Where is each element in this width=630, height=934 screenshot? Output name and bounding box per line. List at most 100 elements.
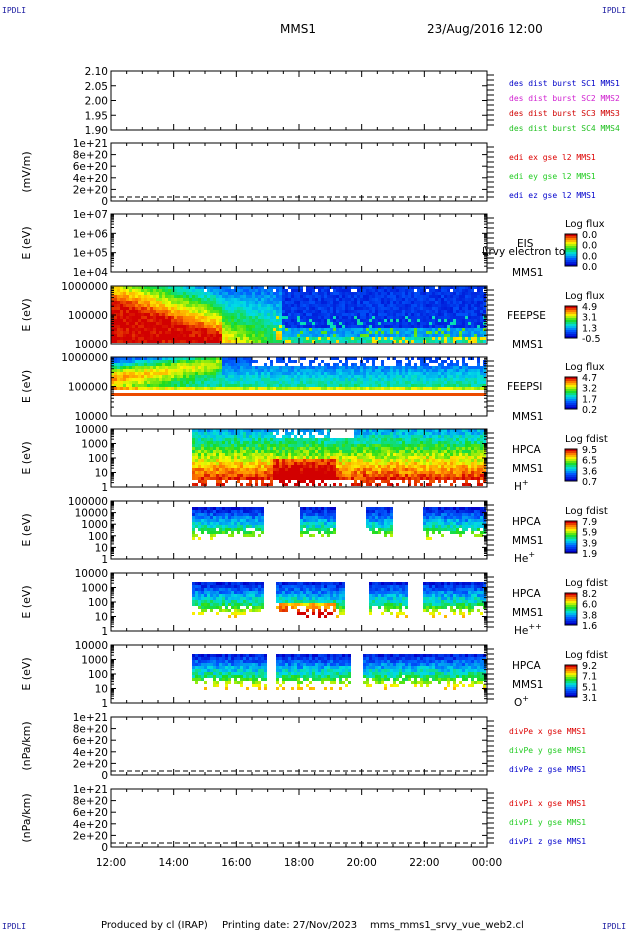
heatmap-cell bbox=[327, 363, 330, 366]
heatmap-cell bbox=[411, 298, 414, 301]
heatmap-cell bbox=[243, 304, 246, 307]
heatmap-cell bbox=[294, 304, 297, 307]
heatmap-cell bbox=[408, 387, 411, 390]
heatmap-cell bbox=[447, 366, 450, 369]
heatmap-cell bbox=[444, 366, 447, 369]
heatmap-cell bbox=[243, 378, 246, 381]
heatmap-cell bbox=[279, 331, 282, 334]
heatmap-cell bbox=[273, 286, 276, 289]
heatmap-cell bbox=[483, 304, 486, 307]
heatmap-cell bbox=[333, 357, 336, 360]
heatmap-cell bbox=[129, 375, 132, 378]
colorbar-cell bbox=[565, 395, 577, 398]
heatmap-cell bbox=[186, 310, 189, 313]
heatmap-cell bbox=[228, 322, 231, 325]
heatmap-cell bbox=[177, 298, 180, 301]
heatmap-cell bbox=[300, 384, 303, 387]
heatmap-cell bbox=[411, 340, 414, 343]
heatmap-cell bbox=[426, 375, 429, 378]
heatmap-cell bbox=[240, 295, 243, 298]
heatmap-cell bbox=[462, 360, 465, 363]
heatmap-cell bbox=[162, 310, 165, 313]
heatmap-cell bbox=[459, 331, 462, 334]
heatmap-cell bbox=[234, 369, 237, 372]
heatmap-cell bbox=[231, 432, 234, 435]
heatmap-cell bbox=[459, 319, 462, 322]
heatmap-cell bbox=[210, 304, 213, 307]
heatmap-cell bbox=[441, 340, 444, 343]
heatmap-cell bbox=[240, 366, 243, 369]
heatmap-cell bbox=[405, 375, 408, 378]
heatmap-cell bbox=[321, 298, 324, 301]
heatmap-cell bbox=[171, 393, 174, 396]
heatmap-cell bbox=[141, 384, 144, 387]
heatmap-cell bbox=[111, 328, 114, 331]
heatmap-cell bbox=[198, 289, 201, 292]
heatmap-cell bbox=[192, 298, 195, 301]
heatmap-cell bbox=[171, 366, 174, 369]
heatmap-cell bbox=[147, 372, 150, 375]
heatmap-cell bbox=[285, 301, 288, 304]
heatmap-cell bbox=[126, 369, 129, 372]
heatmap-cell bbox=[483, 387, 486, 390]
heatmap-cell bbox=[321, 319, 324, 322]
heatmap-cell bbox=[477, 378, 480, 381]
heatmap-cell bbox=[297, 453, 300, 456]
heatmap-cell bbox=[342, 286, 345, 289]
heatmap-cell bbox=[333, 295, 336, 298]
heatmap-cell bbox=[324, 301, 327, 304]
heatmap-cell bbox=[234, 316, 237, 319]
heatmap-cell bbox=[264, 450, 267, 453]
heatmap-cell bbox=[324, 337, 327, 340]
heatmap-cell bbox=[216, 429, 219, 432]
heatmap-cell bbox=[303, 444, 306, 447]
heatmap-cell bbox=[270, 462, 273, 465]
heatmap-cell bbox=[327, 378, 330, 381]
heatmap-cell bbox=[399, 393, 402, 396]
heatmap-cell bbox=[342, 337, 345, 340]
heatmap-cell bbox=[423, 298, 426, 301]
heatmap-cell bbox=[258, 438, 261, 441]
heatmap-cell bbox=[210, 453, 213, 456]
y-tick-label: 1e+06 bbox=[73, 228, 109, 240]
heatmap-cell bbox=[210, 295, 213, 298]
heatmap-cell bbox=[432, 292, 435, 295]
heatmap-cell bbox=[477, 292, 480, 295]
heatmap-cell bbox=[351, 298, 354, 301]
heatmap-cell bbox=[270, 307, 273, 310]
heatmap-cell bbox=[273, 429, 276, 432]
heatmap-cell bbox=[252, 432, 255, 435]
heatmap-cell bbox=[348, 322, 351, 325]
colorbar-tick: -0.5 bbox=[582, 334, 601, 345]
heatmap-cell bbox=[402, 310, 405, 313]
heatmap-cell bbox=[306, 384, 309, 387]
heatmap-cell bbox=[363, 331, 366, 334]
heatmap-cell bbox=[330, 301, 333, 304]
heatmap-cell bbox=[468, 289, 471, 292]
heatmap-cell bbox=[144, 375, 147, 378]
heatmap-cell bbox=[192, 393, 195, 396]
heatmap-cell bbox=[180, 360, 183, 363]
heatmap-cell bbox=[441, 369, 444, 372]
heatmap-cell bbox=[195, 366, 198, 369]
heatmap-cell bbox=[132, 301, 135, 304]
heatmap-cell bbox=[432, 295, 435, 298]
heatmap-cell bbox=[252, 387, 255, 390]
heatmap-cell bbox=[216, 432, 219, 435]
heatmap-cell bbox=[420, 325, 423, 328]
heatmap-cell bbox=[273, 471, 276, 474]
heatmap-cell bbox=[417, 292, 420, 295]
heatmap-cell bbox=[324, 316, 327, 319]
heatmap-cell bbox=[393, 328, 396, 331]
heatmap-cell bbox=[111, 366, 114, 369]
heatmap-cell bbox=[480, 381, 483, 384]
heatmap-cell bbox=[141, 331, 144, 334]
heatmap-cell bbox=[114, 304, 117, 307]
heatmap-cell bbox=[312, 369, 315, 372]
heatmap-cell bbox=[120, 334, 123, 337]
heatmap-cell bbox=[357, 295, 360, 298]
heatmap-cell bbox=[297, 378, 300, 381]
heatmap-cell bbox=[315, 295, 318, 298]
heatmap-cell bbox=[210, 378, 213, 381]
heatmap-cell bbox=[201, 375, 204, 378]
